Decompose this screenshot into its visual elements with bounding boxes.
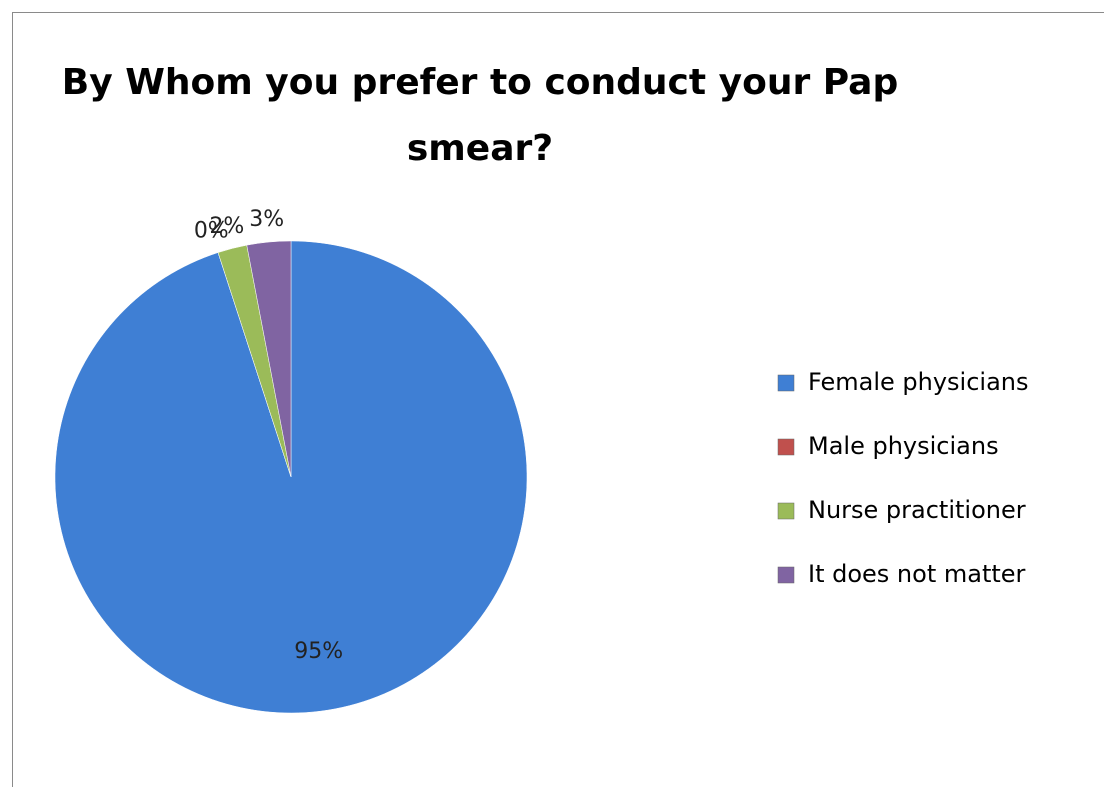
legend-swatch: [777, 566, 795, 584]
chart-title: By Whom you prefer to conduct your Pap s…: [61, 62, 899, 169]
legend-label: It does not matter: [808, 560, 1026, 588]
data-label: 3%: [249, 207, 284, 232]
legend-label: Female physicians: [808, 368, 1029, 396]
data-label: 95%: [294, 639, 343, 664]
chart-frame: [12, 12, 1104, 787]
pie-slice: [246, 240, 292, 478]
data-label: 0%: [194, 219, 229, 244]
legend-swatch: [777, 374, 795, 392]
legend-swatch: [777, 438, 795, 456]
data-label: 2%: [209, 214, 244, 239]
legend-swatch: [777, 502, 795, 520]
legend-label: Nurse practitioner: [808, 496, 1026, 524]
legend-label: Male physicians: [808, 432, 999, 460]
